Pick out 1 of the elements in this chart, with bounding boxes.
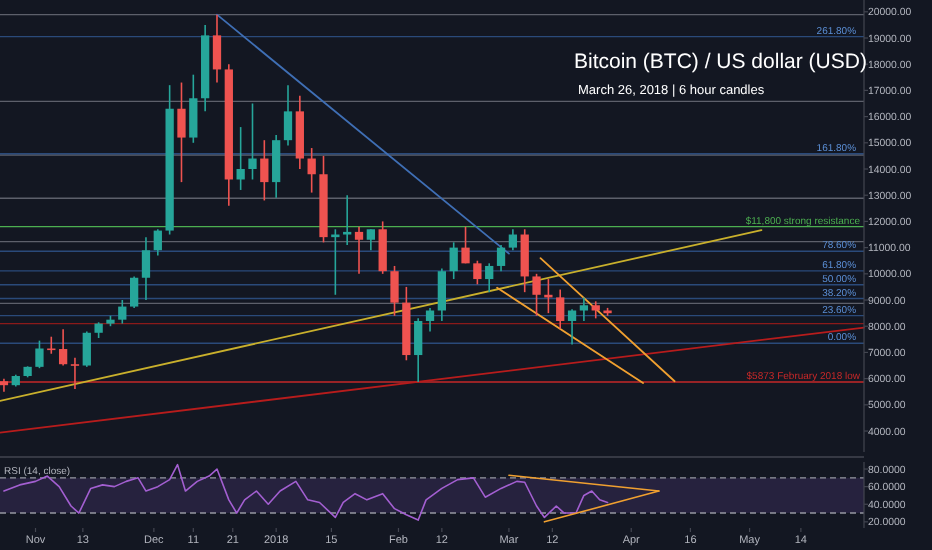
text: Bitcoin (BTC) / US dollar (USD) <box>574 50 867 74</box>
